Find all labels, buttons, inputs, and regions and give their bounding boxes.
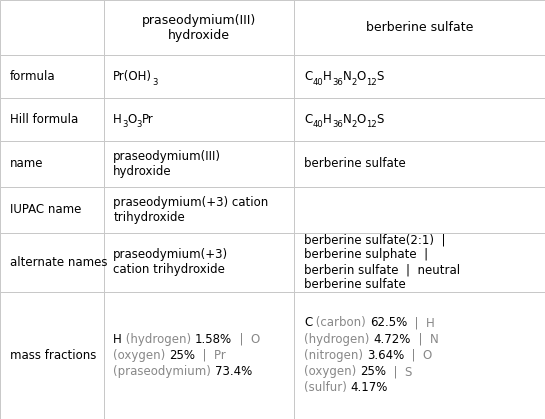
Text: |  Pr: | Pr [195, 349, 226, 362]
Text: praseodymium(+3)
cation trihydroxide: praseodymium(+3) cation trihydroxide [113, 248, 228, 276]
Text: (sulfur): (sulfur) [304, 381, 351, 394]
Text: 2: 2 [352, 78, 357, 87]
Text: Hill formula: Hill formula [10, 113, 78, 126]
Text: O: O [357, 113, 366, 126]
Text: 3: 3 [137, 120, 142, 129]
Text: 73.4%: 73.4% [215, 365, 252, 378]
Text: 62.5%: 62.5% [370, 316, 407, 329]
Text: formula: formula [10, 70, 56, 83]
Text: Pr: Pr [142, 113, 154, 126]
Text: H: H [113, 333, 122, 346]
Text: H: H [323, 70, 332, 83]
Text: name: name [10, 157, 43, 171]
Text: (hydrogen): (hydrogen) [122, 333, 195, 346]
Text: O: O [128, 113, 137, 126]
Text: |  O: | O [404, 349, 432, 362]
Text: praseodymium(+3) cation
trihydroxide: praseodymium(+3) cation trihydroxide [113, 196, 269, 224]
Text: alternate names: alternate names [10, 256, 107, 269]
Text: C: C [304, 70, 312, 83]
Text: praseodymium(III)
hydroxide: praseodymium(III) hydroxide [142, 14, 256, 41]
Text: IUPAC name: IUPAC name [10, 203, 81, 217]
Text: N: N [343, 113, 352, 126]
Text: |  H: | H [407, 316, 435, 329]
Text: (oxygen): (oxygen) [304, 365, 360, 378]
Text: Pr(OH): Pr(OH) [113, 70, 153, 83]
Text: |  O: | O [232, 333, 261, 346]
Text: 12: 12 [366, 78, 377, 87]
Text: berberine sulfate: berberine sulfate [366, 21, 474, 34]
Text: 3: 3 [122, 120, 128, 129]
Text: O: O [357, 70, 366, 83]
Text: (praseodymium): (praseodymium) [113, 365, 215, 378]
Text: 36: 36 [332, 78, 343, 87]
Text: (nitrogen): (nitrogen) [304, 349, 367, 362]
Text: 2: 2 [352, 120, 357, 129]
Text: berberine sulfate(2:1)  |
berberine sulphate  |
berberin sulfate  |  neutral
ber: berberine sulfate(2:1) | berberine sulph… [304, 233, 460, 291]
Text: |  N: | N [410, 333, 438, 346]
Text: 36: 36 [332, 120, 343, 129]
Text: mass fractions: mass fractions [10, 349, 96, 362]
Text: 4.72%: 4.72% [373, 333, 410, 346]
Text: |  S: | S [386, 365, 413, 378]
Text: 3.64%: 3.64% [367, 349, 404, 362]
Text: 12: 12 [366, 120, 377, 129]
Text: C: C [304, 113, 312, 126]
Text: 40: 40 [312, 78, 323, 87]
Text: 3: 3 [153, 78, 158, 87]
Text: (hydrogen): (hydrogen) [304, 333, 373, 346]
Text: (oxygen): (oxygen) [113, 349, 169, 362]
Text: praseodymium(III)
hydroxide: praseodymium(III) hydroxide [113, 150, 221, 178]
Text: berberine sulfate: berberine sulfate [304, 157, 406, 171]
Text: H: H [323, 113, 332, 126]
Text: 1.58%: 1.58% [195, 333, 232, 346]
Text: 25%: 25% [360, 365, 386, 378]
Text: 4.17%: 4.17% [351, 381, 388, 394]
Text: 25%: 25% [169, 349, 195, 362]
Text: N: N [343, 70, 352, 83]
Text: H: H [113, 113, 122, 126]
Text: (carbon): (carbon) [312, 316, 370, 329]
Text: S: S [377, 70, 384, 83]
Text: S: S [377, 113, 384, 126]
Text: 40: 40 [312, 120, 323, 129]
Text: C: C [304, 316, 312, 329]
